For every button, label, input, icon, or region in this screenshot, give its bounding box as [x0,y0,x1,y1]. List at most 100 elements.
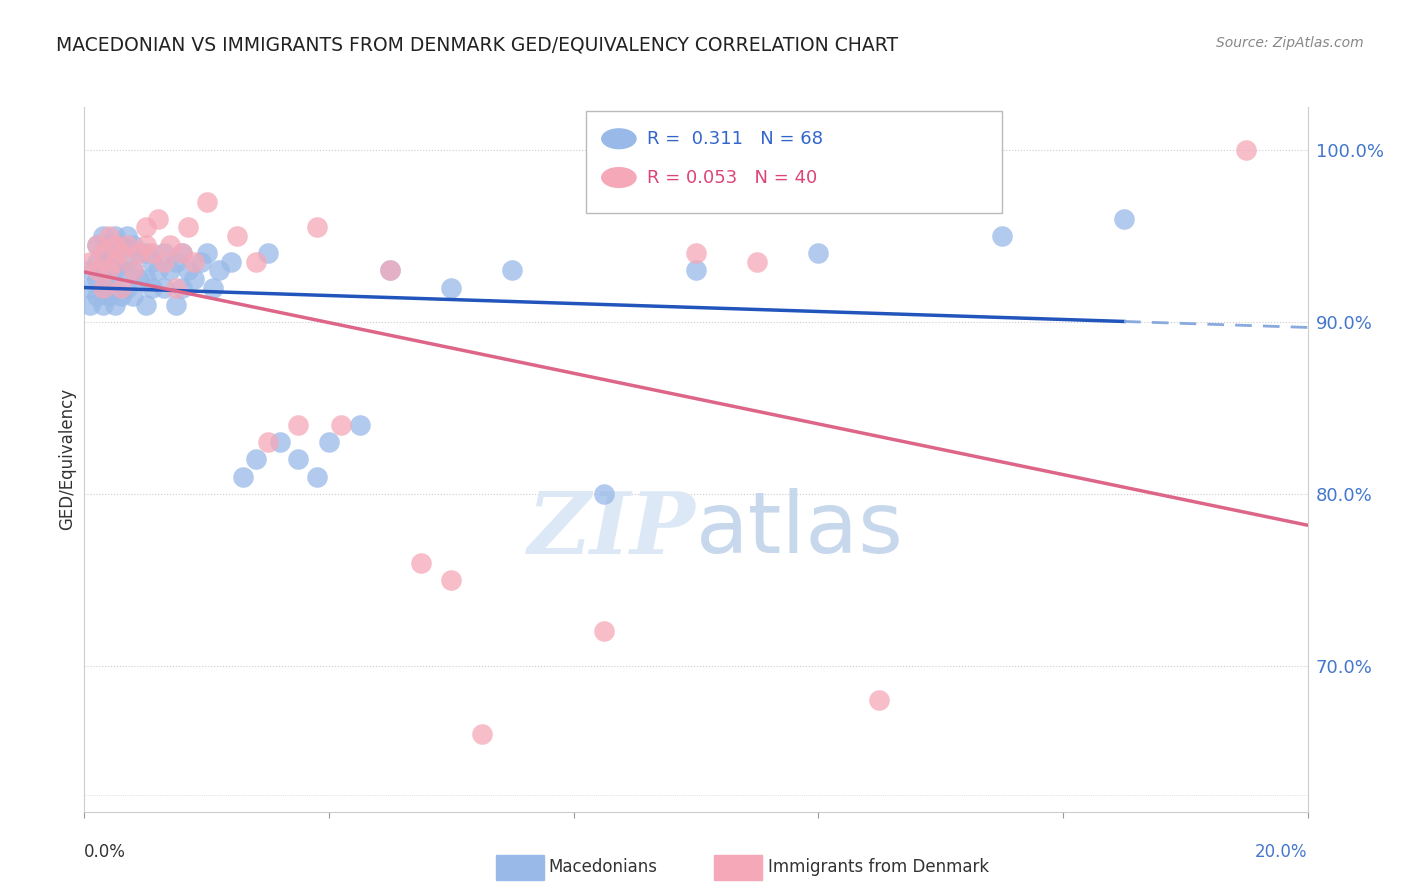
Point [79,280,101,294]
Point [86,272,108,286]
Point [104,237,127,252]
Point [195,194,218,209]
Text: atlas: atlas [696,488,904,572]
Point [349,417,371,432]
Point [141,280,163,294]
Point [122,289,145,303]
Point [245,452,267,467]
Point [86,254,108,268]
Point [128,272,150,286]
Point [110,289,132,303]
Point [177,263,200,277]
Point [318,435,340,450]
Point [165,254,187,268]
Point [97,229,120,244]
Point [91,246,114,260]
Text: Immigrants from Denmark: Immigrants from Denmark [768,858,988,876]
Text: MACEDONIAN VS IMMIGRANTS FROM DENMARK GED/EQUIVALENCY CORRELATION CHART: MACEDONIAN VS IMMIGRANTS FROM DENMARK GE… [56,36,898,54]
Point [330,417,353,432]
Point [86,289,108,303]
Point [380,263,402,277]
Point [440,573,463,587]
Point [91,280,114,294]
Point [104,280,127,294]
Point [440,280,463,294]
Point [135,237,157,252]
Point [97,263,120,277]
Point [471,727,494,741]
Point [257,435,280,450]
Point [195,246,218,260]
Point [159,237,181,252]
Point [91,298,114,312]
Point [153,254,176,268]
Point [747,254,769,268]
Point [91,229,114,244]
Point [153,246,176,260]
Point [110,263,132,277]
Point [141,246,163,260]
Point [135,246,157,260]
Point [104,263,127,277]
Point [201,280,224,294]
Text: R = 0.053   N = 40: R = 0.053 N = 40 [647,169,817,186]
Point [172,246,194,260]
Point [380,263,402,277]
Point [104,298,127,312]
Point [807,246,830,260]
Point [104,246,127,260]
Point [287,452,309,467]
Point [190,254,212,268]
Point [245,254,267,268]
Circle shape [602,128,636,149]
Point [86,237,108,252]
Point [135,298,157,312]
Point [159,263,181,277]
Point [991,229,1014,244]
Point [79,254,101,268]
Point [183,272,205,286]
Point [128,246,150,260]
Text: Source: ZipAtlas.com: Source: ZipAtlas.com [1216,36,1364,50]
Point [172,246,194,260]
Point [685,263,707,277]
Point [104,229,127,244]
Point [122,263,145,277]
Y-axis label: GED/Equivalency: GED/Equivalency [58,388,76,531]
Point [172,280,194,294]
Point [1236,143,1258,157]
Text: R =  0.311   N = 68: R = 0.311 N = 68 [647,129,823,148]
Text: ZIP: ZIP [529,488,696,572]
Point [502,263,524,277]
Point [86,237,108,252]
Point [97,289,120,303]
Point [146,263,169,277]
Point [135,272,157,286]
Point [97,237,120,252]
Point [305,469,328,483]
Point [115,254,138,268]
Point [115,237,138,252]
Point [122,237,145,252]
Point [232,469,254,483]
Text: 0.0%: 0.0% [84,843,127,861]
Point [115,280,138,294]
Point [269,435,291,450]
Point [153,280,176,294]
Point [257,246,280,260]
Point [141,254,163,268]
Point [110,237,132,252]
Point [165,298,187,312]
Point [97,272,120,286]
Point [226,229,249,244]
Point [287,417,309,432]
Point [128,246,150,260]
Point [110,246,132,260]
Point [110,280,132,294]
Point [79,298,101,312]
Point [869,693,891,707]
Point [685,246,707,260]
Point [91,280,114,294]
Point [1114,211,1136,226]
Point [86,263,108,277]
